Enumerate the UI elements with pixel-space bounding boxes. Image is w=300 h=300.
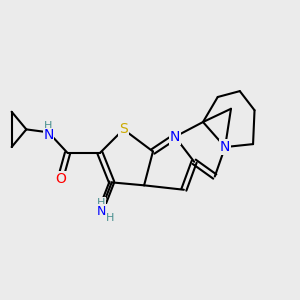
Text: N: N	[220, 140, 230, 154]
Text: N: N	[43, 128, 54, 142]
Text: N: N	[97, 205, 106, 218]
Text: H: H	[97, 198, 106, 208]
Text: S: S	[119, 122, 128, 136]
Text: N: N	[170, 130, 180, 144]
Text: H: H	[44, 121, 52, 131]
Text: H: H	[106, 213, 114, 223]
Text: O: O	[55, 172, 66, 186]
